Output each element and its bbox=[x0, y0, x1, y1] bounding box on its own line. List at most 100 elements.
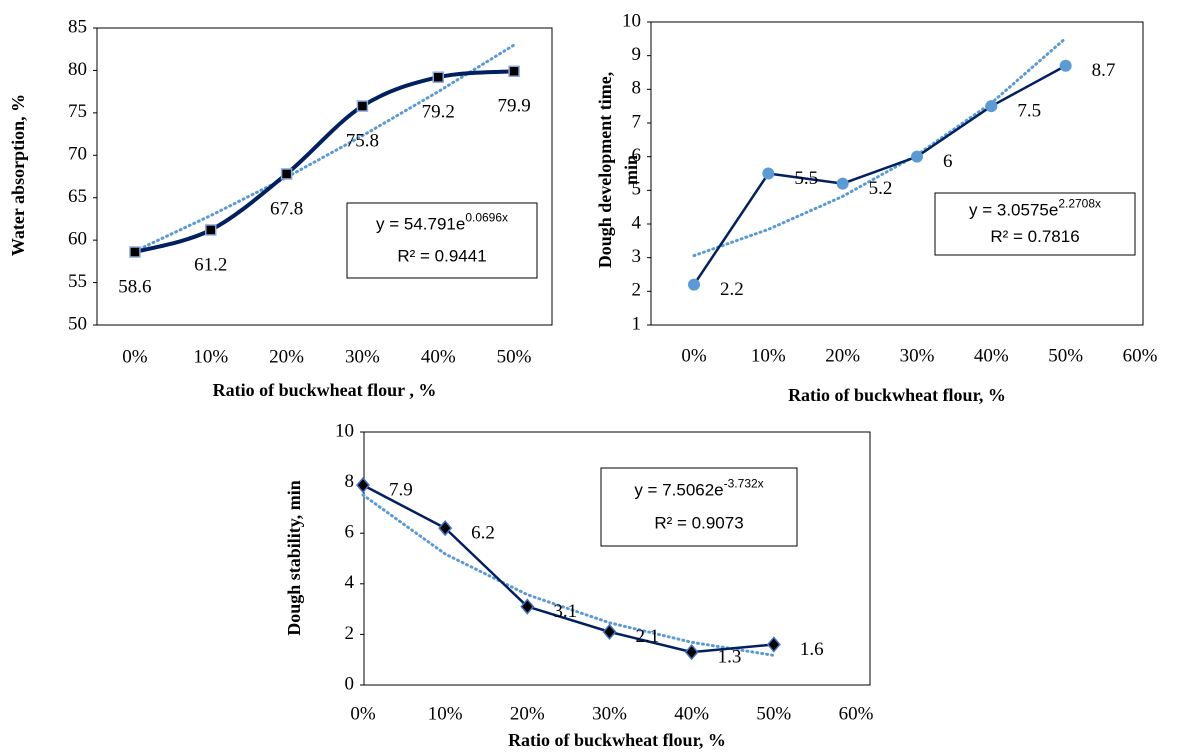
x-tick-label: 40% bbox=[974, 345, 1009, 366]
y-tick-label: 55 bbox=[68, 271, 87, 292]
y-tick-label: 85 bbox=[68, 16, 87, 37]
x-tick-label: 0% bbox=[350, 703, 376, 724]
y-tick-label: 60 bbox=[68, 229, 87, 250]
r-squared: R² = 0.9073 bbox=[654, 514, 743, 533]
series-line bbox=[692, 64, 1067, 286]
data-label: 2.2 bbox=[720, 279, 744, 300]
equation: y = 7.5062e-3.732x bbox=[634, 477, 763, 500]
marker bbox=[508, 65, 520, 78]
y-tick-label: 3 bbox=[632, 246, 642, 267]
equation-base: y = 54.791e bbox=[376, 215, 465, 234]
y-tick-label: 0 bbox=[345, 673, 355, 694]
equation-exponent: 2.2708x bbox=[1058, 197, 1101, 211]
marker bbox=[356, 476, 370, 494]
y-tick-label: 75 bbox=[68, 101, 87, 122]
y-tick-label: 2 bbox=[632, 280, 642, 301]
series-line bbox=[362, 484, 774, 654]
equation: y = 54.791e0.0696x bbox=[376, 211, 508, 234]
marker bbox=[520, 598, 535, 615]
y-tick-label: 50 bbox=[68, 313, 87, 334]
r-squared: R² = 0.9441 bbox=[397, 246, 486, 265]
x-tick-label: 60% bbox=[1123, 345, 1158, 366]
data-label: 7.5 bbox=[1017, 101, 1041, 122]
data-label: 79.9 bbox=[497, 96, 530, 117]
y-tick-label: 4 bbox=[632, 212, 642, 233]
y-tick-label: 80 bbox=[68, 59, 87, 80]
x-tick-label: 30% bbox=[345, 346, 380, 367]
equation-exponent: -3.732x bbox=[724, 477, 764, 491]
marker bbox=[766, 636, 781, 653]
data-label: 1.3 bbox=[718, 646, 742, 667]
equation-box bbox=[346, 202, 538, 279]
y-axis-title: Dough development time, bbox=[595, 72, 615, 269]
y-tick-label: 65 bbox=[68, 186, 87, 207]
y-tick-label: 6 bbox=[345, 522, 355, 543]
x-axis-title: Ratio of buckwheat flour, % bbox=[788, 385, 1006, 405]
data-label: 61.2 bbox=[194, 254, 227, 275]
x-tick-label: 60% bbox=[839, 703, 874, 724]
marker bbox=[280, 168, 293, 180]
marker bbox=[762, 167, 775, 180]
trendline bbox=[361, 493, 776, 657]
y-tick-label: 8 bbox=[345, 471, 355, 492]
y-tick-label: 5 bbox=[632, 179, 642, 200]
y-axis-title: min bbox=[621, 155, 641, 185]
x-tick-label: 0% bbox=[122, 346, 148, 367]
x-tick-label: 0% bbox=[681, 345, 707, 366]
y-axis-title: Water absorption, % bbox=[8, 94, 28, 256]
equation: y = 3.0575e2.2708x bbox=[969, 197, 1101, 220]
marker bbox=[129, 246, 141, 258]
x-tick-label: 20% bbox=[510, 703, 545, 724]
marker bbox=[1059, 59, 1072, 72]
data-label: 5.2 bbox=[869, 178, 893, 199]
y-tick-label: 70 bbox=[68, 144, 87, 165]
trendline bbox=[133, 43, 516, 253]
equation-base: y = 7.5062e bbox=[634, 481, 723, 500]
data-label: 2.1 bbox=[636, 626, 660, 647]
data-label: 1.6 bbox=[800, 639, 824, 660]
data-label: 79.2 bbox=[422, 102, 455, 123]
data-label: 5.5 bbox=[794, 168, 818, 189]
data-label: 7.9 bbox=[389, 479, 413, 500]
data-label: 75.8 bbox=[346, 130, 379, 151]
x-tick-label: 10% bbox=[751, 345, 786, 366]
marker bbox=[356, 100, 369, 112]
x-tick-label: 10% bbox=[428, 703, 463, 724]
marker bbox=[438, 519, 453, 537]
x-tick-label: 50% bbox=[756, 703, 791, 724]
marker bbox=[836, 177, 849, 190]
y-tick-label: 9 bbox=[632, 44, 642, 65]
x-tick-label: 20% bbox=[269, 346, 304, 367]
marker bbox=[684, 643, 699, 661]
y-tick-label: 6 bbox=[632, 145, 642, 166]
data-label: 3.1 bbox=[553, 601, 577, 622]
x-tick-label: 10% bbox=[193, 346, 228, 367]
marker bbox=[985, 100, 998, 113]
r-squared: R² = 0.7816 bbox=[990, 227, 1079, 246]
y-tick-label: 7 bbox=[632, 111, 642, 132]
data-label: 6 bbox=[943, 151, 953, 172]
marker bbox=[205, 224, 217, 236]
x-tick-label: 30% bbox=[592, 703, 627, 724]
x-tick-label: 50% bbox=[497, 346, 532, 367]
x-tick-label: 40% bbox=[674, 703, 709, 724]
y-tick-label: 10 bbox=[335, 420, 354, 441]
x-axis-title: Ratio of buckwheat flour , % bbox=[213, 380, 437, 400]
equation-base: y = 3.0575e bbox=[969, 201, 1058, 220]
y-tick-label: 4 bbox=[345, 572, 355, 593]
x-axis-title: Ratio of buckwheat flour, % bbox=[508, 730, 726, 750]
trendline bbox=[692, 36, 1068, 258]
marker bbox=[688, 278, 700, 291]
marker bbox=[911, 150, 923, 163]
y-tick-label: 8 bbox=[632, 78, 642, 99]
equation-box bbox=[600, 467, 798, 547]
data-label: 8.7 bbox=[1092, 60, 1116, 81]
data-label: 58.6 bbox=[118, 276, 151, 297]
marker bbox=[432, 71, 444, 83]
plot-frame bbox=[650, 21, 1144, 326]
x-tick-label: 30% bbox=[900, 345, 935, 366]
y-tick-label: 2 bbox=[345, 623, 355, 644]
marker bbox=[602, 623, 617, 641]
equation-exponent: 0.0696x bbox=[465, 211, 508, 225]
